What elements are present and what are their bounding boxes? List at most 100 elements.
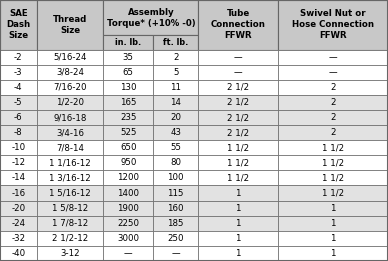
Bar (104, 65, 153, 80)
Bar (104, 95, 153, 110)
Text: 1 1/2: 1 1/2 (227, 143, 249, 152)
Text: 950: 950 (120, 158, 137, 167)
Text: 2 1/2-12: 2 1/2-12 (52, 234, 88, 243)
Text: -32: -32 (11, 234, 25, 243)
Text: 1: 1 (330, 219, 336, 228)
Text: 235: 235 (120, 113, 137, 122)
Bar (198, 186, 278, 201)
Bar (0, 246, 36, 261)
Bar (36, 216, 104, 231)
Bar (278, 170, 388, 186)
Text: -5: -5 (14, 98, 23, 107)
Bar (198, 0, 278, 50)
Bar (36, 246, 104, 261)
Bar (104, 170, 153, 186)
Bar (153, 110, 198, 125)
Bar (278, 125, 388, 140)
Text: -2: -2 (14, 53, 23, 62)
Bar (0, 95, 36, 110)
Bar (198, 201, 278, 216)
Text: 1 1/2: 1 1/2 (322, 174, 344, 182)
Text: 160: 160 (168, 204, 184, 213)
Bar (36, 110, 104, 125)
Text: -4: -4 (14, 83, 23, 92)
Text: 2 1/2: 2 1/2 (227, 98, 249, 107)
Text: Swivel Nut or
Hose Connection
FFWR: Swivel Nut or Hose Connection FFWR (292, 9, 374, 40)
Text: -8: -8 (14, 128, 23, 137)
Bar (36, 140, 104, 155)
Bar (0, 155, 36, 170)
Text: 1: 1 (236, 204, 241, 213)
Bar (104, 231, 153, 246)
Bar (153, 140, 198, 155)
Text: 185: 185 (168, 219, 184, 228)
Bar (198, 170, 278, 186)
Bar (278, 246, 388, 261)
Bar (104, 80, 153, 95)
Bar (0, 186, 36, 201)
Bar (153, 216, 198, 231)
Text: 165: 165 (120, 98, 137, 107)
Text: 130: 130 (120, 83, 137, 92)
Bar (36, 155, 104, 170)
Bar (198, 65, 278, 80)
Bar (278, 0, 388, 50)
Bar (0, 170, 36, 186)
Bar (278, 201, 388, 216)
Bar (36, 50, 104, 65)
Text: 43: 43 (170, 128, 181, 137)
Bar (104, 50, 153, 65)
Text: 2: 2 (330, 83, 336, 92)
Text: 1 5/8-12: 1 5/8-12 (52, 204, 88, 213)
Text: 3/4-16: 3/4-16 (56, 128, 84, 137)
Bar (153, 246, 198, 261)
Bar (198, 110, 278, 125)
Text: ft. lb.: ft. lb. (163, 38, 188, 47)
Text: -20: -20 (11, 204, 25, 213)
Text: 250: 250 (168, 234, 184, 243)
Bar (278, 65, 388, 80)
Text: 5/16-24: 5/16-24 (53, 53, 87, 62)
Text: -3: -3 (14, 68, 23, 77)
Text: 1: 1 (236, 249, 241, 258)
Bar (278, 216, 388, 231)
Text: 3000: 3000 (117, 234, 139, 243)
Text: 3-12: 3-12 (60, 249, 80, 258)
Text: in. lb.: in. lb. (115, 38, 141, 47)
Bar (153, 95, 198, 110)
Text: —: — (329, 53, 337, 62)
Text: 1200: 1200 (117, 174, 139, 182)
Text: 80: 80 (170, 158, 181, 167)
Bar (0, 125, 36, 140)
Bar (104, 216, 153, 231)
Bar (104, 201, 153, 216)
Bar (0, 216, 36, 231)
Bar (278, 140, 388, 155)
Bar (153, 186, 198, 201)
Bar (0, 0, 36, 50)
Bar (36, 186, 104, 201)
Text: 7/16-20: 7/16-20 (53, 83, 87, 92)
Text: SAE
Dash
Size: SAE Dash Size (6, 9, 30, 40)
Text: —: — (234, 53, 242, 62)
Text: 1: 1 (236, 188, 241, 198)
Text: 5: 5 (173, 68, 178, 77)
Bar (0, 50, 36, 65)
Bar (198, 216, 278, 231)
Text: Thread
Size: Thread Size (53, 15, 87, 35)
Bar (153, 155, 198, 170)
Bar (278, 95, 388, 110)
Text: 2: 2 (330, 128, 336, 137)
Text: 650: 650 (120, 143, 137, 152)
Text: 1 1/2: 1 1/2 (322, 158, 344, 167)
Bar (104, 125, 153, 140)
Bar (0, 140, 36, 155)
Bar (153, 35, 198, 50)
Text: -24: -24 (11, 219, 25, 228)
Bar (0, 201, 36, 216)
Bar (153, 170, 198, 186)
Bar (278, 110, 388, 125)
Text: 525: 525 (120, 128, 137, 137)
Text: —: — (329, 68, 337, 77)
Text: 1: 1 (330, 204, 336, 213)
